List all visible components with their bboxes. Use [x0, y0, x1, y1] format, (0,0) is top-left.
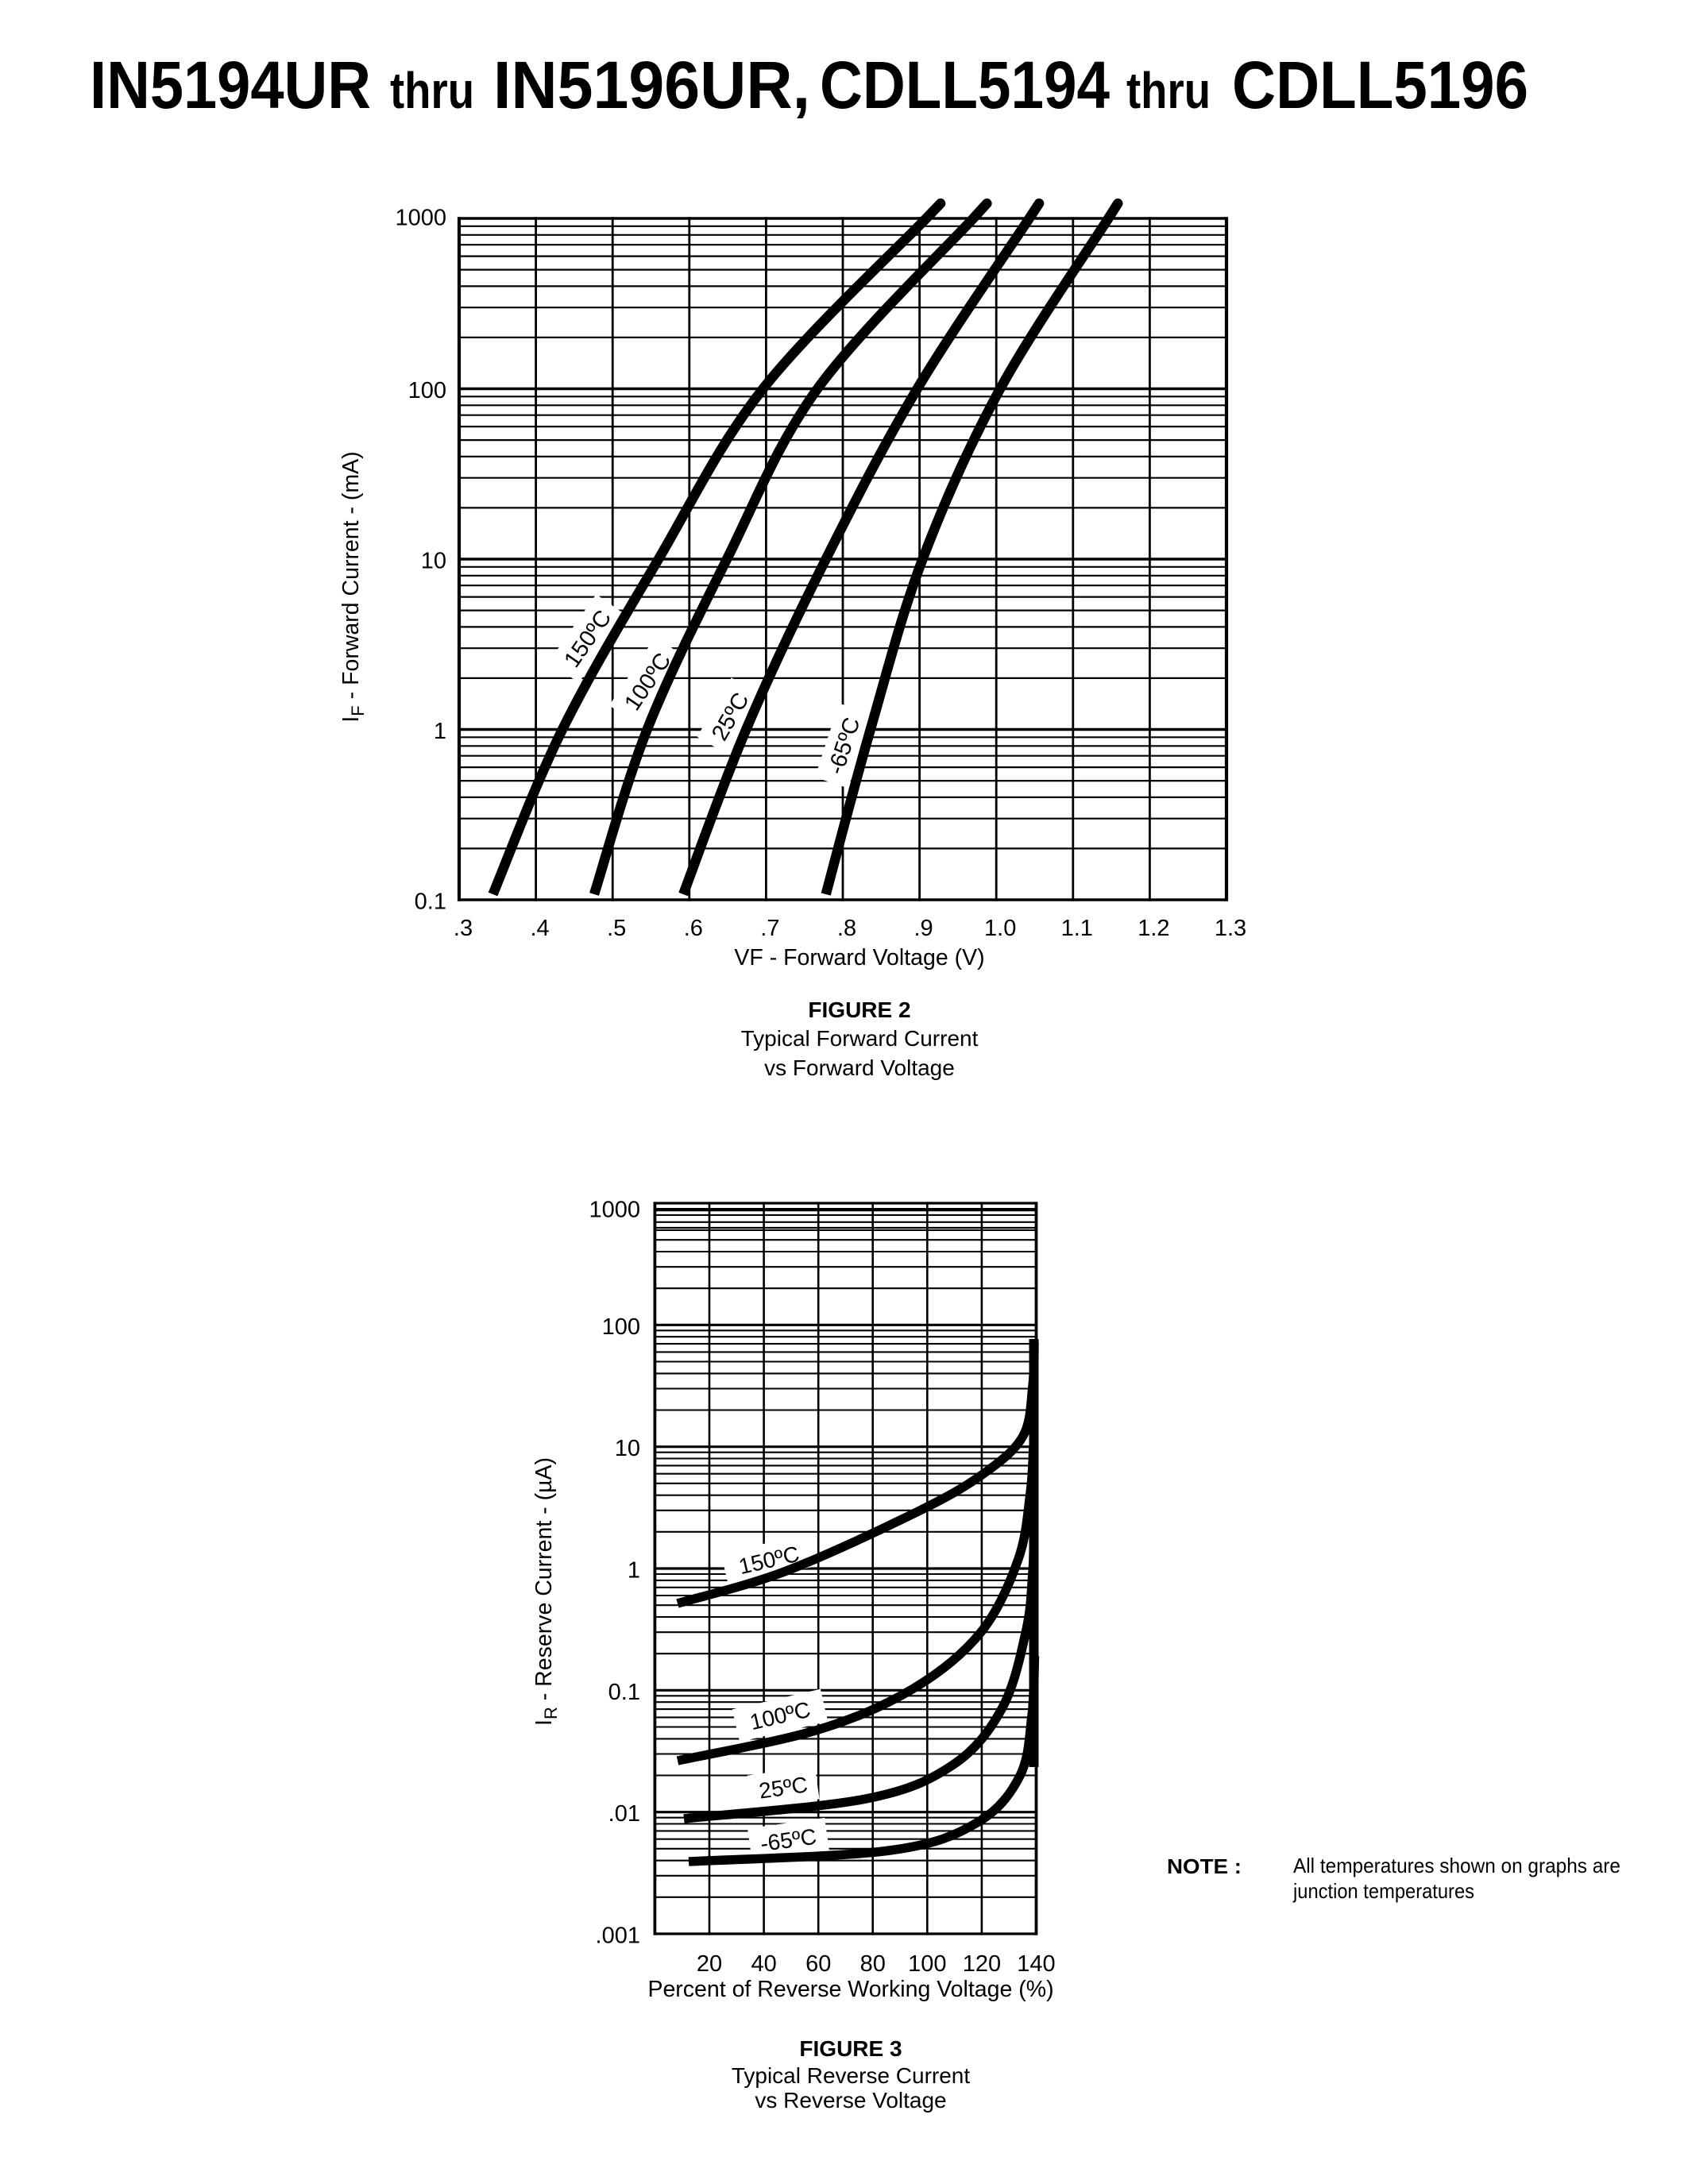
- svg-text:vs Forward Voltage: vs Forward Voltage: [764, 1055, 955, 1080]
- svg-text:VF - Forward Voltage (V): VF - Forward Voltage (V): [734, 945, 984, 970]
- svg-text:IN5194UR: IN5194UR: [90, 48, 371, 122]
- svg-text:CDLL5194: CDLL5194: [820, 48, 1110, 122]
- svg-text:80: 80: [860, 1951, 886, 1977]
- svg-text:.001: .001: [596, 1924, 640, 1949]
- svg-text:.01: .01: [608, 1801, 640, 1827]
- svg-text:140: 140: [1017, 1951, 1055, 1977]
- svg-text:1: 1: [628, 1558, 640, 1584]
- svg-text:junction temperatures: junction temperatures: [1292, 1879, 1474, 1903]
- svg-text:FIGURE 2: FIGURE 2: [808, 997, 910, 1022]
- svg-text:IN5196UR,: IN5196UR,: [493, 48, 810, 122]
- svg-text:1.2: 1.2: [1138, 916, 1169, 941]
- svg-text:40: 40: [751, 1951, 776, 1977]
- svg-text:100: 100: [908, 1951, 946, 1977]
- svg-text:Typical Forward Current: Typical Forward Current: [741, 1026, 979, 1051]
- svg-text:vs Reverse Voltage: vs Reverse Voltage: [755, 2088, 946, 2113]
- svg-text:100: 100: [408, 378, 446, 403]
- svg-text:1000: 1000: [395, 206, 446, 231]
- svg-text:60: 60: [805, 1951, 831, 1977]
- svg-text:.8: .8: [837, 916, 856, 941]
- svg-text:Percent of Reverse Working Vol: Percent of Reverse Working Voltage (%): [647, 1977, 1053, 2002]
- svg-text:.7: .7: [760, 916, 779, 941]
- svg-text:10: 10: [615, 1436, 640, 1461]
- svg-text:.9: .9: [914, 916, 933, 941]
- svg-text:10: 10: [421, 549, 446, 574]
- svg-text:.5: .5: [607, 916, 626, 941]
- svg-text:1: 1: [434, 719, 446, 744]
- svg-text:100: 100: [602, 1314, 640, 1340]
- svg-text:.6: .6: [684, 916, 703, 941]
- svg-text:FIGURE 3: FIGURE 3: [799, 2036, 902, 2061]
- svg-text:.3: .3: [454, 916, 473, 941]
- svg-text:0.1: 0.1: [415, 889, 446, 915]
- svg-text:Typical Reverse Current: Typical Reverse Current: [732, 2063, 971, 2088]
- svg-text:120: 120: [963, 1951, 1001, 1977]
- svg-text:CDLL5196: CDLL5196: [1232, 48, 1528, 122]
- svg-text:20: 20: [697, 1951, 722, 1977]
- svg-text:IR - Reserve Current - (µA): IR - Reserve Current - (µA): [531, 1457, 561, 1726]
- svg-text:.4: .4: [531, 916, 550, 941]
- svg-text:1000: 1000: [589, 1198, 640, 1223]
- svg-text:All temperatures shown on grap: All temperatures shown on graphs are: [1293, 1854, 1620, 1877]
- svg-text:NOTE :: NOTE :: [1167, 1854, 1242, 1878]
- svg-text:thru: thru: [390, 62, 474, 119]
- svg-text:IF - Forward Current - (mA): IF - Forward Current - (mA): [338, 451, 368, 722]
- svg-text:1.3: 1.3: [1215, 916, 1246, 941]
- svg-text:1.1: 1.1: [1061, 916, 1093, 941]
- svg-text:1.0: 1.0: [984, 916, 1016, 941]
- svg-text:0.1: 0.1: [608, 1680, 640, 1705]
- svg-text:thru: thru: [1126, 62, 1211, 119]
